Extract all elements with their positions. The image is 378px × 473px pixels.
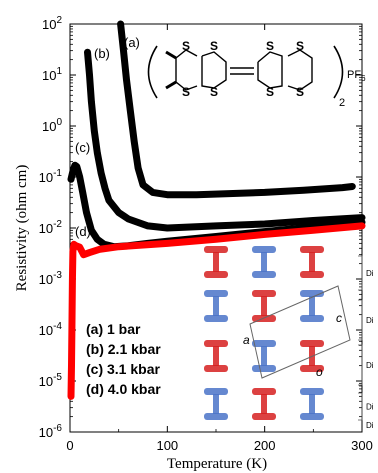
- atom-s-5: S: [266, 39, 274, 53]
- dimer-motif: [252, 340, 276, 372]
- dimer-motif: [300, 388, 324, 420]
- axis-label-c: c: [336, 311, 342, 325]
- y-tick-label: 101: [42, 66, 62, 83]
- series-a-curve-label: (a): [124, 35, 140, 50]
- layer-bracket: [358, 344, 363, 386]
- y-tick-label: 10-4: [39, 321, 63, 338]
- layer-bracket: [358, 299, 363, 341]
- axis-label-o: o: [316, 365, 323, 379]
- x-axis-label: Temperature (K): [167, 456, 267, 472]
- layer-label-di: Di: [366, 316, 374, 325]
- y-tick-label: 10-5: [39, 372, 63, 389]
- y-tick-label: 10-6: [39, 423, 63, 440]
- legend-entry-a: (a) 1 bar: [86, 321, 141, 337]
- x-tick-label: 200: [254, 438, 276, 453]
- legend-entry-d: (d) 4.0 kbar: [86, 381, 161, 397]
- x-tick-label: 100: [156, 438, 178, 453]
- atom-s-7: S: [296, 39, 304, 53]
- molecule-bonds: [165, 49, 313, 91]
- y-tick-label: 100: [42, 117, 62, 134]
- series-layer: [67, 20, 366, 400]
- bracket-subscript: 2: [339, 97, 345, 109]
- counterion-label: PF6: [347, 69, 366, 83]
- y-tick-label: 10-3: [39, 270, 63, 287]
- dimer-motif: [204, 388, 228, 420]
- series-curve-d: [67, 222, 366, 400]
- right-bracket: [333, 45, 344, 99]
- left-bracket: [147, 45, 158, 99]
- layer-label-di: Di: [366, 361, 374, 370]
- layer-bracket: [358, 392, 363, 421]
- x-tick-label: 300: [351, 438, 373, 453]
- y-tick-label: 10-2: [39, 219, 63, 236]
- layer-label-di: Di: [366, 403, 374, 412]
- y-tick-label: 10-1: [39, 168, 63, 185]
- atom-s-4: S: [210, 85, 218, 99]
- crystal-structure-inset: a c o Di Di Di Di Di: [204, 246, 374, 430]
- layer-label-di: Di: [366, 421, 374, 430]
- atom-s-8: S: [296, 85, 304, 99]
- series-d-curve-label: (d): [75, 224, 91, 239]
- dimer-motif: [204, 290, 228, 322]
- atom-s-2: S: [182, 85, 190, 99]
- dimer-motif: [252, 290, 276, 322]
- series-curve-a: [117, 20, 356, 199]
- series-curve-b: [84, 48, 366, 232]
- series-b-curve-label: (b): [94, 46, 110, 61]
- layer-label-di: Di: [366, 269, 374, 278]
- atom-s-1: S: [182, 39, 190, 53]
- dimer-motif: [252, 388, 276, 420]
- dimer-motif: [300, 246, 324, 278]
- y-axis-label: Resistivity (ohm cm): [14, 165, 30, 292]
- molecule-inset: S S S S S S S S 2 PF6: [147, 39, 366, 109]
- y-tick-label: 102: [42, 15, 62, 32]
- dimer-motif: [252, 246, 276, 278]
- dimer-motif: [300, 290, 324, 322]
- legend-entry-c: (c) 3.1 kbar: [86, 361, 160, 377]
- x-axis-ticks: 0 100 200 300: [66, 24, 373, 453]
- series-c-curve-label: (c): [75, 140, 90, 155]
- dimer-motif: [204, 246, 228, 278]
- dimer-motif: [204, 340, 228, 372]
- axis-label-a: a: [243, 333, 250, 347]
- legend-entry-b: (b) 2.1 kbar: [86, 341, 161, 357]
- atom-s-6: S: [266, 85, 274, 99]
- layer-bracket: [358, 255, 363, 291]
- unit-cell: [249, 285, 351, 379]
- atom-s-3: S: [210, 39, 218, 53]
- x-tick-label: 0: [66, 438, 73, 453]
